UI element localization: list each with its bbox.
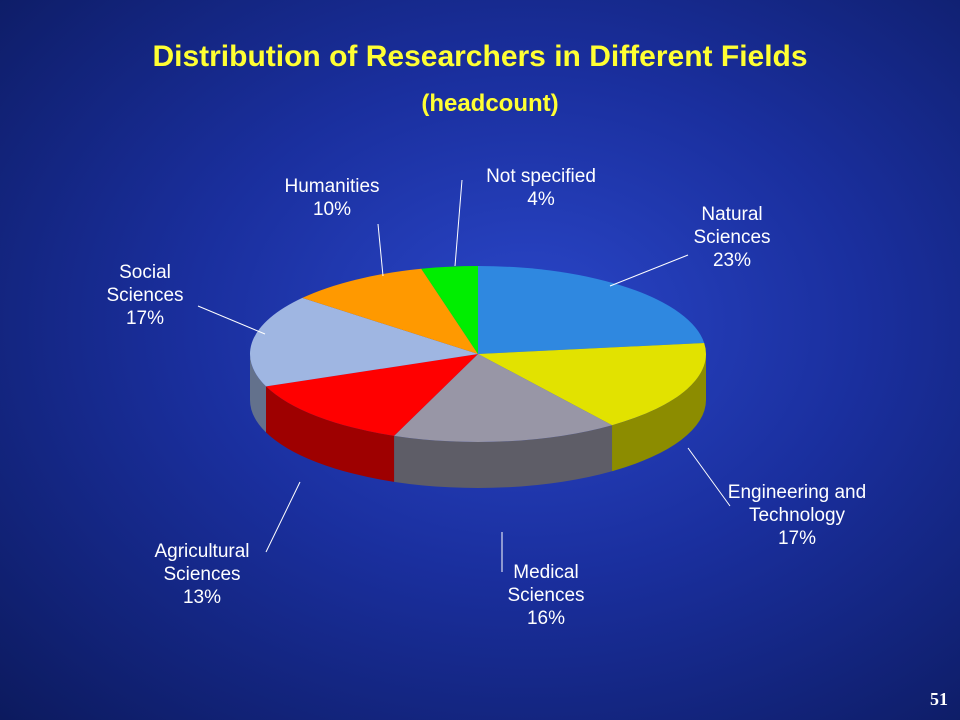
chart-title: Distribution of Researchers in Different… bbox=[152, 40, 808, 73]
pie-slice bbox=[249, 297, 478, 387]
category-label: Humanities bbox=[284, 176, 380, 197]
leader-line bbox=[609, 254, 689, 287]
category-label: Natural Sciences bbox=[693, 204, 771, 248]
value-label: 16% bbox=[526, 608, 566, 629]
leader-line bbox=[265, 481, 301, 553]
value-label: 10% bbox=[312, 199, 352, 220]
slice-label: Natural Sciences 23% bbox=[677, 203, 787, 272]
leader-line bbox=[377, 223, 384, 277]
category-label: Not specified bbox=[486, 166, 596, 187]
slice-label: Engineering and Technology 17% bbox=[727, 481, 867, 550]
slice-label: Social Sciences 17% bbox=[95, 261, 195, 330]
category-label: Agricultural Sciences bbox=[154, 541, 250, 585]
pie-slice-side bbox=[612, 354, 706, 472]
pie-slice bbox=[394, 354, 613, 442]
page-number: 51 bbox=[930, 689, 948, 709]
value-label: 4% bbox=[527, 189, 555, 210]
pie-slice-side bbox=[266, 386, 395, 482]
slice-label: Not specified 4% bbox=[461, 165, 621, 211]
slice-label: Agricultural Sciences 13% bbox=[137, 540, 267, 609]
pie-slice bbox=[478, 342, 706, 426]
pie-slice-side bbox=[394, 425, 613, 488]
category-label: Engineering and Technology bbox=[727, 482, 867, 526]
pie-slice bbox=[266, 354, 478, 436]
chart-subtitle: (headcount) bbox=[421, 90, 559, 117]
slice-label: Humanities 10% bbox=[262, 175, 402, 221]
value-label: 13% bbox=[182, 587, 222, 608]
value-label: 23% bbox=[712, 250, 752, 271]
leader-line bbox=[454, 179, 463, 267]
slice-label: Medical Sciences 16% bbox=[491, 561, 601, 630]
value-label: 17% bbox=[125, 308, 165, 329]
category-label: Medical Sciences bbox=[507, 562, 585, 606]
pie-slice bbox=[478, 266, 705, 354]
leader-line bbox=[687, 447, 731, 507]
pie-slice bbox=[421, 266, 478, 354]
leader-line bbox=[197, 305, 266, 335]
pie-slice bbox=[302, 268, 478, 354]
category-label: Social Sciences bbox=[106, 262, 184, 306]
value-label: 17% bbox=[777, 528, 817, 549]
pie-slice-side bbox=[250, 354, 267, 433]
